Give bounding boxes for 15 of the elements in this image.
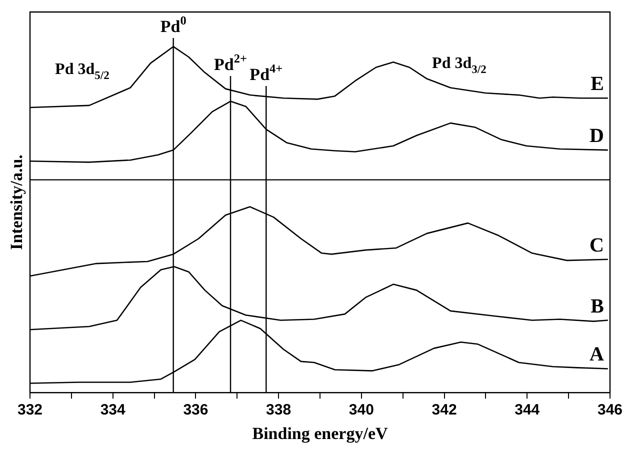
x-tick-label: 346 [597,402,623,419]
x-tick-label: 332 [17,402,43,419]
x-tick-label: 336 [183,402,208,419]
x-axis-title: Binding energy/eV [252,424,388,444]
x-tick-label: 334 [100,402,126,419]
x-tick-label: 342 [432,402,457,419]
x-tick-label: 340 [348,402,374,419]
series-label: D [590,125,604,148]
series-label: E [590,73,604,96]
series-label: A [590,344,605,366]
x-tick-label: 344 [514,402,540,419]
series-label: B [590,295,604,318]
x-tick-label: 338 [266,402,292,419]
y-axis-title: Intensity/a.u. [7,154,26,250]
series-label: C [590,234,604,256]
